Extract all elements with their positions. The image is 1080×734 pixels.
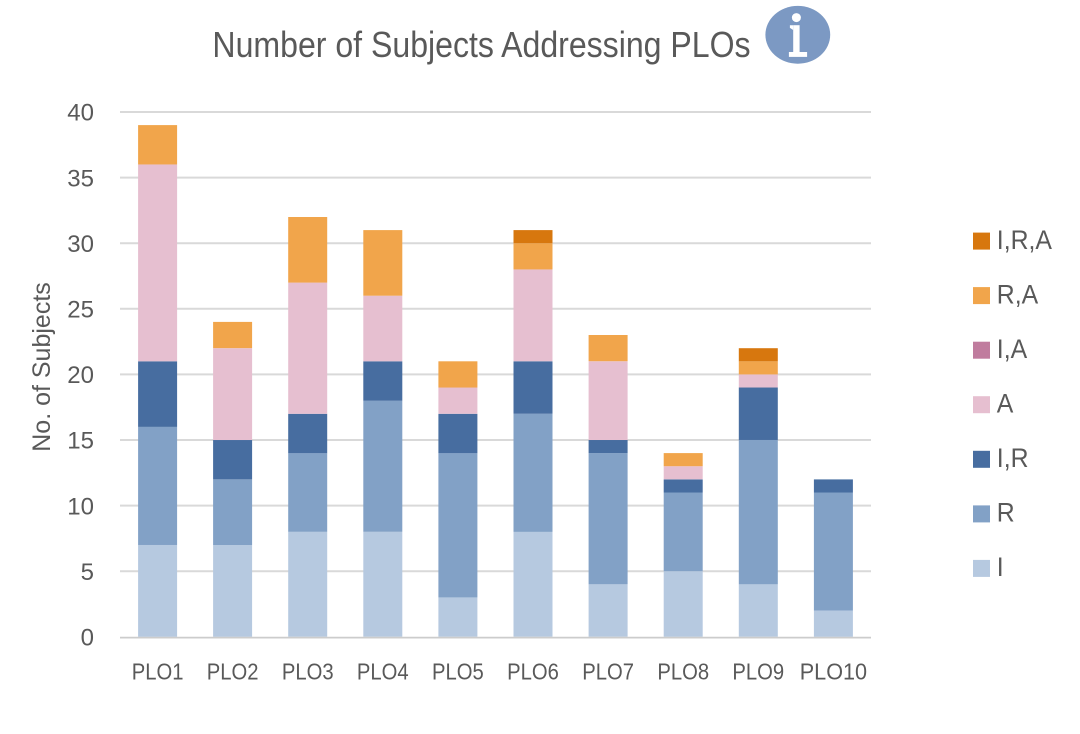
svg-text:20: 20 xyxy=(67,362,94,389)
svg-text:PLO2: PLO2 xyxy=(207,658,259,685)
svg-text:R: R xyxy=(997,499,1015,528)
svg-text:PLO5: PLO5 xyxy=(432,658,484,685)
svg-text:PLO1: PLO1 xyxy=(132,658,184,685)
svg-text:PLO9: PLO9 xyxy=(732,658,784,685)
svg-text:40: 40 xyxy=(67,100,94,127)
svg-text:I,R,A: I,R,A xyxy=(997,226,1053,255)
svg-text:PLO6: PLO6 xyxy=(507,658,559,685)
svg-text:PLO10: PLO10 xyxy=(800,659,867,685)
svg-text:PLO4: PLO4 xyxy=(357,658,409,685)
svg-text:I,R: I,R xyxy=(997,444,1029,473)
svg-text:PLO7: PLO7 xyxy=(582,658,634,685)
svg-text:I,A: I,A xyxy=(997,335,1028,364)
svg-text:15: 15 xyxy=(67,428,94,455)
svg-text:Number of Subjects Addressing: Number of Subjects Addressing PLOs xyxy=(212,25,750,65)
svg-text:No. of Subjects: No. of Subjects xyxy=(28,282,56,452)
svg-text:35: 35 xyxy=(67,165,94,192)
svg-text:A: A xyxy=(997,390,1014,419)
svg-text:10: 10 xyxy=(67,493,94,520)
svg-text:0: 0 xyxy=(81,625,94,652)
svg-text:5: 5 xyxy=(81,559,94,586)
svg-text:25: 25 xyxy=(67,297,94,324)
svg-text:R,A: R,A xyxy=(997,281,1039,310)
svg-text:I: I xyxy=(997,553,1004,582)
svg-text:30: 30 xyxy=(67,231,94,258)
svg-text:PLO8: PLO8 xyxy=(657,658,709,685)
svg-text:PLO3: PLO3 xyxy=(282,658,334,685)
